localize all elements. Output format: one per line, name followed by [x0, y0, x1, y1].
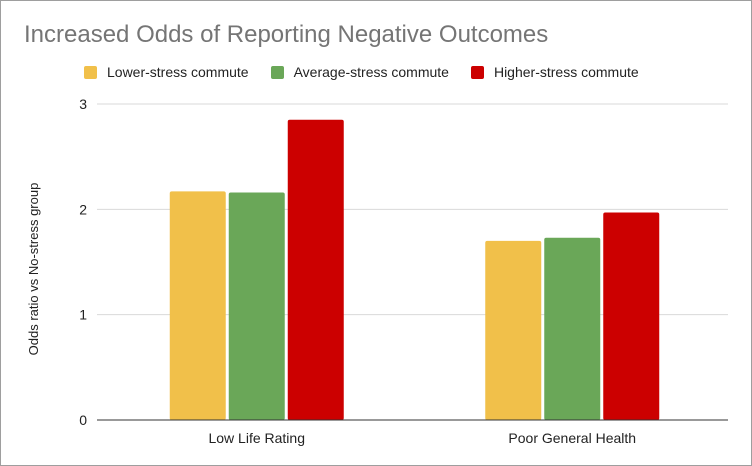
- y-tick-label-1: 1: [79, 307, 87, 323]
- y-axis-title: Odds ratio vs No-stress group: [26, 183, 41, 356]
- bar-1-1: [544, 237, 601, 420]
- y-tick-label-0: 0: [79, 412, 87, 428]
- bar-0-1: [485, 240, 542, 420]
- legend-item-higher: Higher-stress commute: [470, 64, 639, 80]
- x-category-label-1: Poor General Health: [508, 430, 636, 446]
- legend-swatch-lower: [84, 65, 97, 79]
- legend-label-higher: Higher-stress commute: [493, 64, 639, 80]
- legend-label-average: Average-stress commute: [293, 64, 449, 80]
- y-tick-label-3: 3: [79, 96, 87, 112]
- bar-2-1: [603, 212, 660, 420]
- chart-title: Increased Odds of Reporting Negative Out…: [24, 21, 549, 48]
- legend-item-average: Average-stress commute: [270, 64, 449, 80]
- bar-1-0: [228, 192, 285, 420]
- x-category-label-0: Low Life Rating: [208, 430, 305, 446]
- legend-item-lower: Lower-stress commute: [84, 64, 249, 80]
- bar-2-0: [287, 119, 344, 421]
- bars: [169, 119, 660, 421]
- y-tick-label-2: 2: [79, 201, 87, 217]
- legend-label-lower: Lower-stress commute: [107, 64, 249, 80]
- bar-0-0: [169, 191, 226, 420]
- legend: Lower-stress commute Average-stress comm…: [84, 64, 661, 80]
- legend-swatch-average: [270, 65, 284, 79]
- axes: 0 1 2 3 Low Life Rating Poor General Health: [79, 96, 728, 446]
- legend-swatch-higher: [470, 65, 484, 79]
